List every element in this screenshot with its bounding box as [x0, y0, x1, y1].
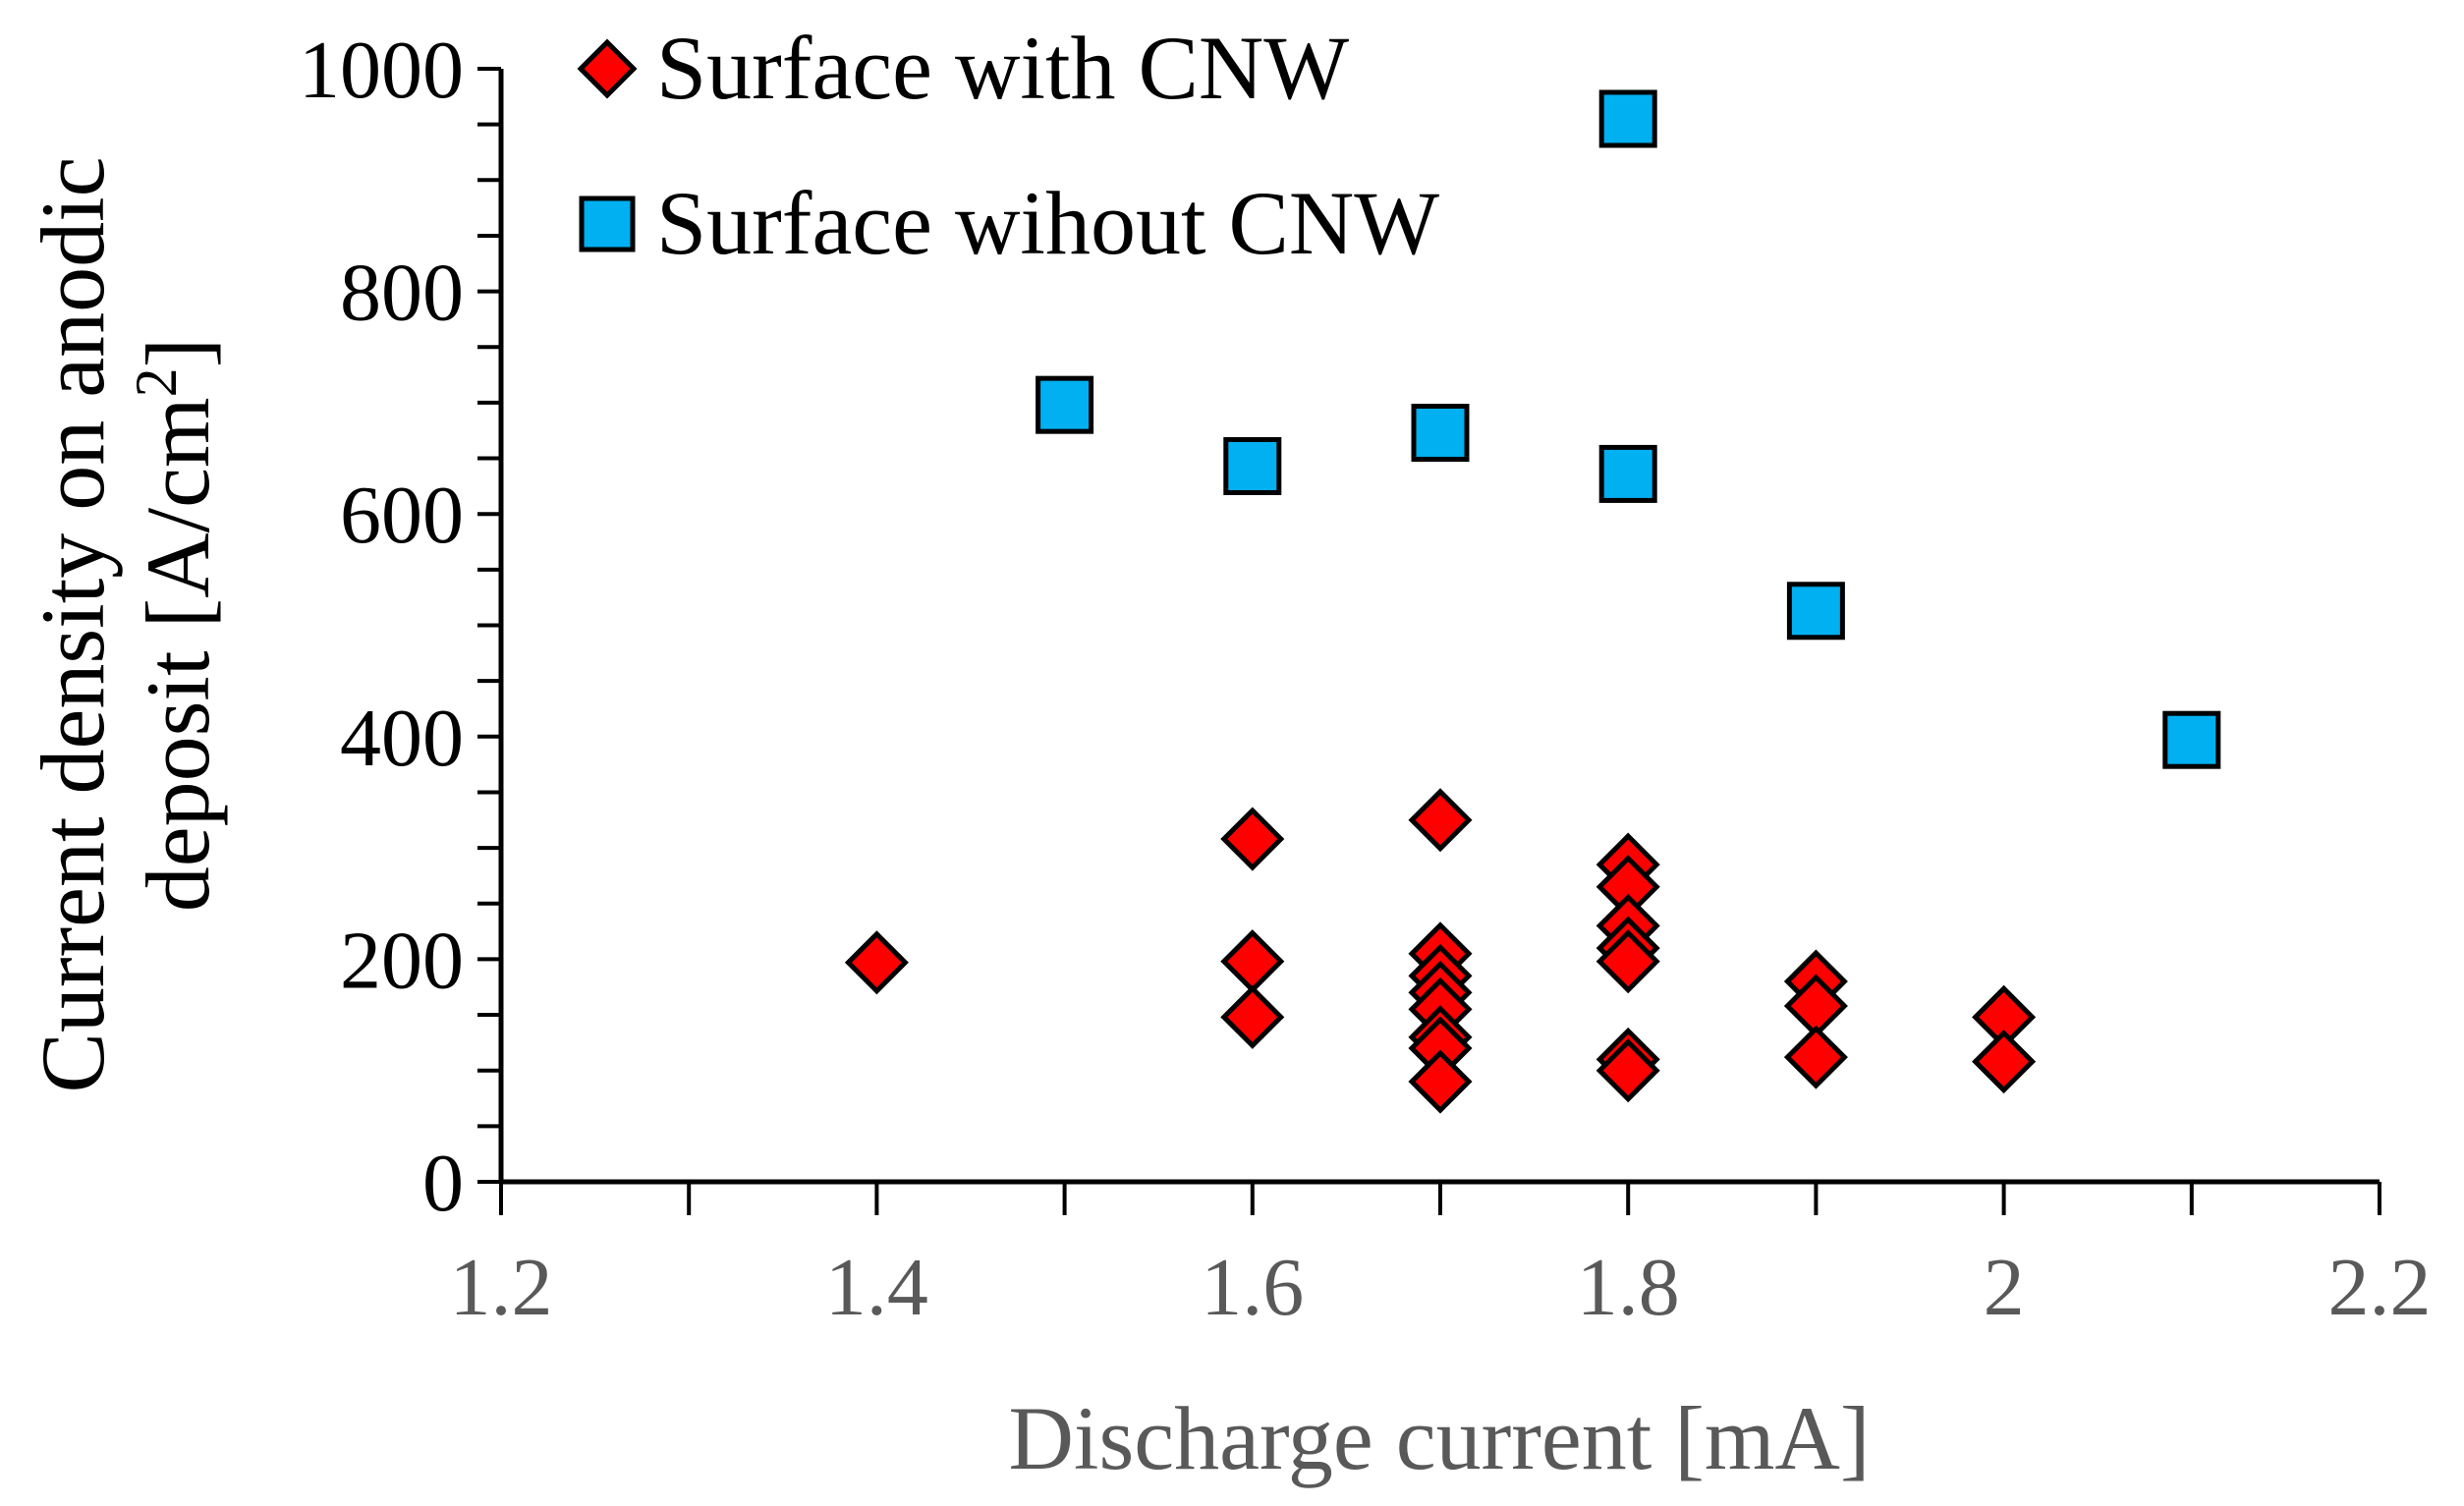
data-point-diamond [1220, 807, 1285, 871]
x-tick-label: 1.4 [825, 1242, 928, 1333]
x-tick-label: 1.2 [450, 1242, 553, 1333]
data-point-diamond [1408, 1049, 1473, 1114]
data-point-diamond [1972, 1030, 2037, 1094]
x-axis-title: Discharge current [mA] [1008, 1388, 1870, 1488]
data-point-diamond [1408, 788, 1473, 853]
legend-label: Surface wihout CNW [656, 173, 1439, 273]
x-tick-label: 2 [1984, 1242, 2025, 1333]
data-point-square [1598, 89, 1657, 148]
y-tick-label: 0 [422, 1138, 464, 1229]
y-axis-title-end: ] [128, 338, 228, 368]
data-points [844, 89, 2221, 1114]
y-tick-label: 200 [340, 915, 464, 1006]
legend-marker-square [579, 195, 636, 252]
y-axis-title-main: deposit [A/cm [128, 397, 228, 912]
data-point-square [1223, 436, 1282, 495]
data-point-diamond [1596, 929, 1660, 994]
data-point-diamond [1596, 1038, 1660, 1103]
tick-labels: 0 200 400 600 800 1000 1.2 1.4 1.6 1.8 2 2.2 [299, 25, 2432, 1333]
legend-label: Surface with CNW [656, 18, 1349, 118]
data-point-diamond [1783, 1025, 1848, 1089]
data-point-square [1036, 375, 1094, 434]
legend-marker-diamond [577, 38, 638, 99]
data-point-diamond [1220, 984, 1285, 1049]
data-point-diamond [1220, 929, 1285, 994]
y-tick-label: 1000 [299, 25, 464, 116]
data-point-diamond [844, 930, 909, 995]
y-tick-label: 600 [340, 470, 464, 561]
axes [477, 67, 2381, 1215]
y-tick-label: 400 [340, 693, 464, 784]
x-tick-label: 2.2 [2328, 1242, 2432, 1333]
data-point-square [1598, 444, 1657, 503]
y-axis-title-line-1: Current density on anodic [23, 156, 123, 1092]
y-axis-title-superscript: 2 [124, 367, 189, 397]
data-point-square [2162, 710, 2221, 769]
data-point-square [1786, 582, 1845, 641]
y-tick-label: 800 [340, 248, 464, 339]
x-tick-label: 1.8 [1577, 1242, 1680, 1333]
legend: Surface with CNW Surface wihout CNW [577, 18, 1439, 273]
y-axis-title-line-2: deposit [A/cm2] [124, 338, 228, 912]
data-point-square [1411, 403, 1470, 462]
x-tick-label: 1.6 [1201, 1242, 1304, 1333]
